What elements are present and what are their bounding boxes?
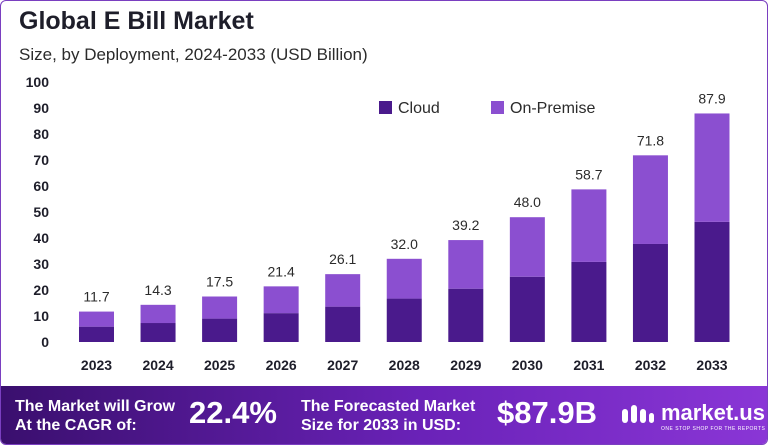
bar-total-label: 21.4 <box>268 263 295 279</box>
bar-cloud <box>79 326 114 342</box>
bar-cloud <box>694 221 730 342</box>
x-tick-label: 2030 <box>512 357 543 373</box>
bar-total-label: 58.7 <box>575 166 602 182</box>
bar-total-label: 71.8 <box>637 132 664 148</box>
market-us-logo-icon <box>622 405 654 423</box>
y-tick-label: 0 <box>41 334 49 350</box>
cagr-label-line2: At the CAGR of: <box>15 417 137 434</box>
bar-total-label: 39.2 <box>452 217 479 233</box>
bar-total-label: 48.0 <box>514 194 541 210</box>
bar-on-premise <box>571 189 607 262</box>
y-tick-label: 100 <box>26 74 50 90</box>
y-tick-label: 30 <box>33 256 49 272</box>
bar-on-premise <box>694 113 730 222</box>
bar-cloud <box>632 243 668 342</box>
bar-total-label: 14.3 <box>144 282 171 298</box>
cagr-label-line1: The Market will Grow <box>15 398 176 415</box>
bar-on-premise <box>79 311 114 327</box>
legend-label-on-premise: On-Premise <box>510 100 595 117</box>
bar-on-premise <box>202 296 238 319</box>
forecast-label-line1: The Forecasted Market <box>301 398 476 415</box>
bar-cloud <box>202 318 238 342</box>
bar-on-premise <box>448 240 484 289</box>
legend-swatch-cloud <box>379 101 392 114</box>
bar-cloud <box>325 306 361 342</box>
brand-tagline: ONE STOP SHOP FOR THE REPORTS <box>661 426 766 432</box>
bar-cloud <box>140 323 176 342</box>
x-tick-label: 2033 <box>696 357 727 373</box>
y-tick-label: 80 <box>33 126 49 142</box>
y-tick-label: 20 <box>33 282 49 298</box>
footer-banner: The Market will Grow At the CAGR of: 22.… <box>1 386 767 444</box>
x-tick-label: 2029 <box>450 357 481 373</box>
chart-subtitle: Size, by Deployment, 2024-2033 (USD Bill… <box>19 45 368 64</box>
forecast-label-line2: Size for 2033 in USD: <box>301 417 462 434</box>
x-tick-label: 2031 <box>573 357 604 373</box>
x-tick-label: 2027 <box>327 357 358 373</box>
bar-on-premise <box>263 286 299 314</box>
x-tick-label: 2023 <box>81 357 112 373</box>
legend-label-cloud: Cloud <box>398 100 440 117</box>
x-tick-label: 2025 <box>204 357 235 373</box>
stacked-bar-chart: 010203040506070809010011.7202314.3202417… <box>26 74 730 373</box>
bar-cloud <box>571 261 607 342</box>
y-tick-label: 50 <box>33 204 49 220</box>
bar-cloud <box>448 288 484 342</box>
x-tick-label: 2032 <box>635 357 666 373</box>
bar-cloud <box>263 313 299 342</box>
bar-on-premise <box>386 258 422 299</box>
y-tick-label: 10 <box>33 308 49 324</box>
cagr-value: 22.4% <box>189 395 277 430</box>
bar-total-label: 17.5 <box>206 274 233 290</box>
bar-total-label: 87.9 <box>698 90 725 106</box>
x-tick-label: 2024 <box>142 357 173 373</box>
y-tick-label: 70 <box>33 152 49 168</box>
x-tick-label: 2028 <box>389 357 420 373</box>
legend-swatch-on-premise <box>491 101 504 114</box>
bar-on-premise <box>325 274 361 307</box>
bar-on-premise <box>632 155 668 244</box>
bar-on-premise <box>509 217 545 277</box>
bar-total-label: 26.1 <box>329 251 356 267</box>
bar-cloud <box>386 298 422 342</box>
forecast-value: $87.9B <box>497 395 597 430</box>
chart-title: Global E Bill Market <box>19 7 254 35</box>
y-tick-label: 90 <box>33 100 49 116</box>
forecast-label: The Forecasted Market Size for 2033 in U… <box>301 397 475 435</box>
bar-cloud <box>509 276 545 342</box>
y-tick-label: 40 <box>33 230 49 246</box>
x-tick-label: 2026 <box>266 357 297 373</box>
bar-on-premise <box>140 304 176 324</box>
bar-total-label: 11.7 <box>83 289 109 305</box>
y-tick-label: 60 <box>33 178 49 194</box>
bar-total-label: 32.0 <box>391 236 418 252</box>
cagr-label: The Market will Grow At the CAGR of: <box>15 397 175 435</box>
brand-name: market.us <box>661 400 765 425</box>
